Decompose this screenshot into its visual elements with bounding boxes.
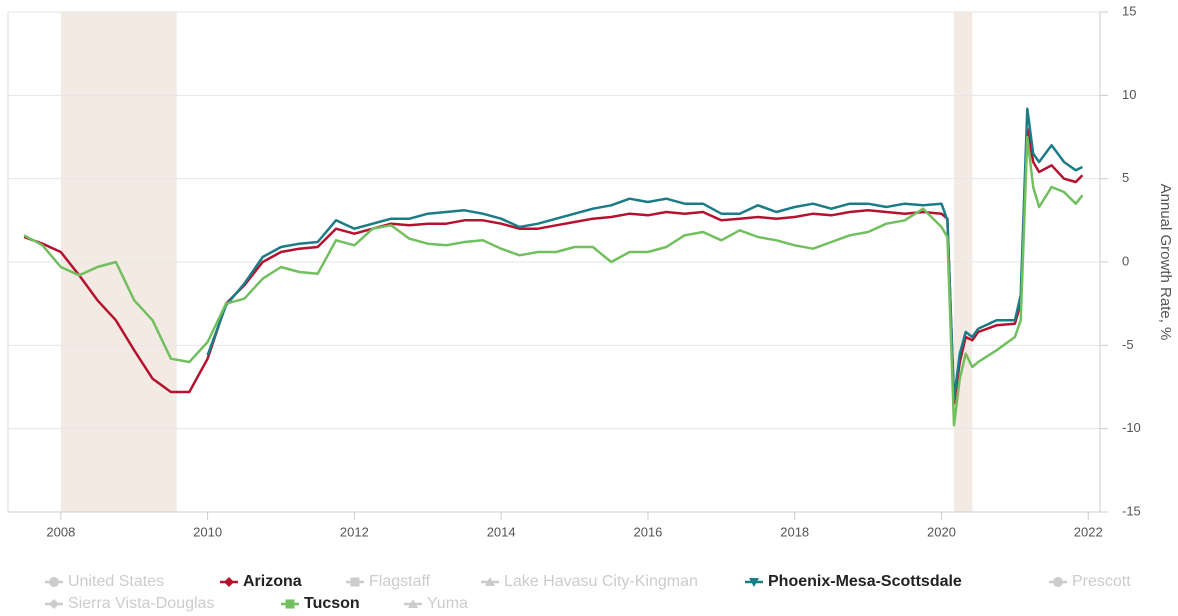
legend-label: Phoenix-Mesa-Scottsdale <box>768 573 962 590</box>
legend-item[interactable]: Flagstaff <box>346 573 431 590</box>
y-tick-label: 10 <box>1122 87 1136 102</box>
x-tick-label: 2014 <box>487 524 516 539</box>
legend-marker <box>224 577 234 587</box>
x-tick-label: 2012 <box>340 524 369 539</box>
x-tick-label: 2018 <box>780 524 809 539</box>
legend-item[interactable]: Sierra Vista-Douglas <box>45 595 214 612</box>
legend-label: Sierra Vista-Douglas <box>68 595 214 612</box>
legend-item[interactable]: Lake Havasu City-Kingman <box>481 573 698 590</box>
legend-label: Flagstaff <box>369 573 431 590</box>
legend-label: Lake Havasu City-Kingman <box>504 573 698 590</box>
x-tick-label: 2022 <box>1074 524 1103 539</box>
legend-marker <box>49 577 59 587</box>
y-axis-label: Annual Growth Rate, % <box>1157 184 1174 341</box>
series-line <box>23 127 1084 405</box>
y-tick-label: 0 <box>1122 253 1129 268</box>
y-tick-label: 5 <box>1122 170 1129 185</box>
legend-marker <box>408 599 418 608</box>
y-tick-label: -15 <box>1122 503 1141 518</box>
legend-label: Prescott <box>1072 573 1131 590</box>
y-tick-label: -10 <box>1122 420 1141 435</box>
x-tick-label: 2020 <box>927 524 956 539</box>
legend-marker <box>1053 577 1063 587</box>
legend-item[interactable]: Tucson <box>281 595 360 612</box>
legend-marker <box>285 599 295 609</box>
legend-marker <box>350 577 360 587</box>
legend-label: Yuma <box>427 595 468 612</box>
x-tick-label: 2008 <box>46 524 75 539</box>
y-tick-label: 15 <box>1122 3 1136 18</box>
legend-item[interactable]: United States <box>45 573 164 590</box>
legend-item[interactable]: Prescott <box>1049 573 1131 590</box>
legend-item[interactable]: Arizona <box>220 573 302 590</box>
legend-marker <box>49 599 59 609</box>
legend-item[interactable]: Phoenix-Mesa-Scottsdale <box>745 573 962 590</box>
legend-label: Arizona <box>243 573 302 590</box>
legend-label: Tucson <box>304 595 360 612</box>
series-line <box>23 135 1084 427</box>
x-tick-label: 2016 <box>633 524 662 539</box>
x-tick-label: 2010 <box>193 524 222 539</box>
legend-item[interactable]: Yuma <box>404 595 468 612</box>
legend-marker <box>749 578 759 587</box>
series-line <box>206 107 1083 400</box>
y-tick-label: -5 <box>1122 337 1134 352</box>
legend-label: United States <box>68 573 164 590</box>
legend-marker <box>485 577 495 586</box>
